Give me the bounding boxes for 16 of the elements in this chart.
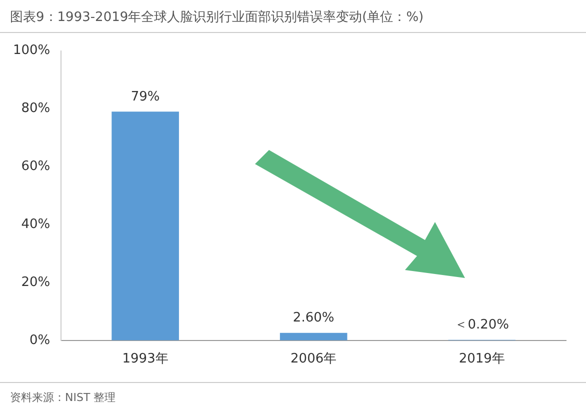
- bar: [280, 332, 348, 340]
- y-tick-label: 20%: [21, 274, 50, 290]
- data-label: ＜0.20%: [454, 318, 510, 333]
- y-tick-label: 60%: [21, 159, 50, 174]
- bar: [112, 112, 179, 340]
- x-tick-label: 1993年: [122, 352, 168, 367]
- data-label: 2.60%: [292, 310, 334, 326]
- y-tick-label: 80%: [21, 101, 50, 116]
- x-tick-label: 2019年: [458, 352, 505, 367]
- y-tick-label: 0%: [30, 332, 50, 348]
- y-tick-label: 40%: [21, 216, 50, 232]
- chart-title: 图表9：1993-2019年全球人脸识别行业面部识别错误率变动(单位：%): [10, 9, 424, 26]
- y-tick-label: 100%: [12, 43, 50, 58]
- data-label: 79%: [130, 89, 160, 104]
- x-tick-label: 2006年: [290, 352, 337, 367]
- text: 资料来源：NIST 整理: [10, 390, 116, 405]
